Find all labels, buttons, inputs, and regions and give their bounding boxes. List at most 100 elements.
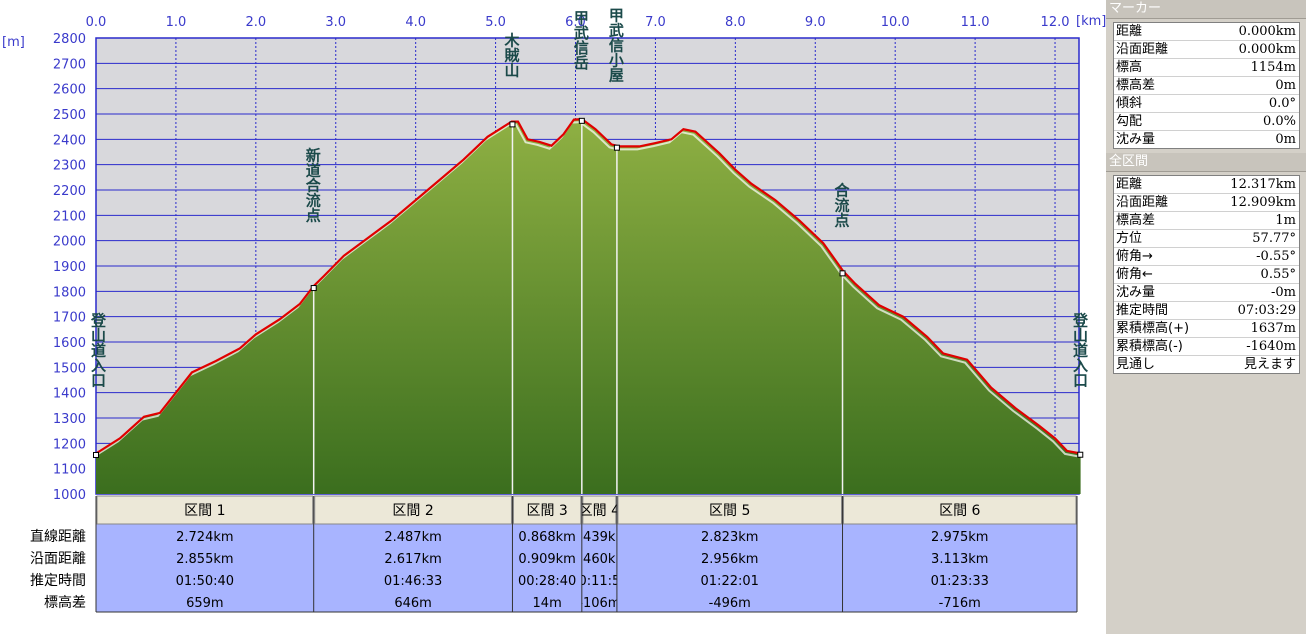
segment-value: -716m (939, 596, 981, 611)
info-value: 0.000km (1238, 24, 1296, 39)
segment-value: 659m (186, 596, 223, 611)
segment-value: 3.113km (931, 552, 988, 567)
info-value: -1640m (1246, 339, 1296, 354)
y-unit-label: [m] (2, 35, 25, 50)
info-panel: マーカー 距離 0.000km 沿面距離 0.000km 標高 1154m 標高差 0m 傾斜 0… (1106, 0, 1306, 634)
segment-content: 区間 2 2.487km 2.617km 01:46:33 646m (384, 503, 442, 611)
segment-content: 区間 3 0.868km 0.909km 00:28:40 14m (518, 503, 576, 611)
info-label: 沿面距離 (1116, 42, 1169, 57)
segment-column: 区間 4 0.439km 0.460km 00:11:52 -106m (570, 495, 628, 612)
info-row: 沿面距離 0.000km (1114, 41, 1299, 59)
y-tick-label: 2000 (53, 235, 86, 250)
waypoint-marker (613, 144, 620, 151)
info-row: 方位 57.77° (1114, 230, 1299, 248)
segment-header (96, 495, 314, 525)
x-tick-label: 2.0 (245, 15, 266, 30)
elevation-profile-chart: 0.0 1.0 2.0 3.0 4.0 5.0 6.0 7.0 8.0 9.0 10.0 11.0 12… (2, 8, 1106, 613)
info-row: 累積標高(+) 1637m (1114, 320, 1299, 338)
info-value: 1154m (1250, 60, 1296, 75)
segment-content: 区間 5 2.823km 2.956km 01:22:01 -496m (701, 503, 759, 611)
info-row: 推定時間 07:03:29 (1114, 302, 1299, 320)
x-tick-label: 9.0 (805, 15, 826, 30)
segment-value: 646m (394, 596, 431, 611)
info-value: 57.77° (1252, 231, 1296, 246)
table-body-bg (96, 524, 1077, 612)
info-label: 俯角→ (1116, 249, 1153, 264)
segment-value: 0.439km (571, 530, 628, 545)
segment-value: 14m (533, 596, 562, 611)
waypoint-lines (312, 120, 844, 494)
segment-value: 0.460km (571, 552, 628, 567)
waypoint-marker (578, 117, 585, 124)
x-tick-label: 11.0 (961, 15, 990, 30)
segment-column: 区間 6 2.975km 3.113km 01:23:33 -716m (842, 495, 1077, 612)
waypoint-label: 登山道入口 (1071, 312, 1089, 388)
info-row: 勾配 0.0% (1114, 113, 1299, 131)
x-tick-label: 12.0 (1041, 15, 1070, 30)
info-value: 12.909km (1230, 195, 1296, 210)
marker-info-list: 距離 0.000km 沿面距離 0.000km 標高 1154m 標高差 0m 傾斜 0.0° 勾配… (1113, 22, 1300, 149)
segment-value: 2.855km (176, 552, 233, 567)
info-label: 沈み量 (1116, 285, 1156, 300)
total-panel-title: 全区間 (1106, 153, 1306, 172)
segment-value: 2.975km (931, 530, 988, 545)
info-label: 俯角← (1116, 267, 1153, 282)
y-tick-label: 1200 (53, 437, 86, 452)
y-tick-label: 2500 (53, 108, 86, 123)
segment-value: -496m (709, 596, 751, 611)
info-value: -0.55° (1256, 249, 1296, 264)
info-value: 0.0° (1268, 96, 1296, 111)
y-tick-label: 1900 (53, 260, 86, 275)
segment-value: 01:50:40 (176, 574, 234, 589)
x-tick-label: 3.0 (325, 15, 346, 30)
segment-content: 区間 4 0.439km 0.460km 00:11:52 -106m (570, 503, 628, 611)
segment-header (512, 495, 582, 525)
info-row: 標高差 0m (1114, 77, 1299, 95)
segment-value: 2.823km (701, 530, 758, 545)
segment-column: 区間 3 0.868km 0.909km 00:28:40 14m (511, 495, 582, 612)
terrain-area (96, 119, 1081, 494)
info-label: 傾斜 (1116, 96, 1143, 111)
info-row: 沈み量 -0m (1114, 284, 1299, 302)
waypoint-label: 合流点 (833, 182, 851, 229)
total-info-list: 距離 12.317km 沿面距離 12.909km 標高差 1m 方位 57.77° 俯角→ -0… (1113, 175, 1300, 374)
info-row: 距離 12.317km (1114, 176, 1299, 194)
segment-header (314, 495, 512, 525)
y-tick-label: 1400 (53, 387, 86, 402)
waypoint-label: 登山道入口 (89, 312, 107, 388)
info-label: 距離 (1116, 177, 1143, 192)
waypoint-label: 木賊山 (502, 32, 520, 79)
segment-value: 00:11:52 (570, 574, 628, 589)
row-label: 直線距離 (30, 528, 86, 545)
segment-header (617, 495, 843, 525)
info-row: 累積標高(-) -1640m (1114, 338, 1299, 356)
segment-value: -106m (578, 596, 620, 611)
profile-shadow (93, 121, 1079, 458)
info-value: 07:03:29 (1237, 303, 1296, 318)
y-tick-label: 1700 (53, 311, 86, 326)
info-label: 勾配 (1116, 114, 1143, 129)
y-tick-label: 2600 (53, 83, 86, 98)
info-value: -0m (1271, 285, 1296, 300)
segment-name: 区間 6 (939, 503, 980, 519)
info-row: 見通し 見えます (1114, 356, 1299, 373)
waypoint-label: 甲武信岳 (572, 10, 590, 71)
waypoint-label: 新道合流点 (304, 147, 322, 224)
y-tick-label: 1500 (53, 361, 86, 376)
info-label: 推定時間 (1116, 303, 1169, 318)
y-tick-label: 2400 (53, 133, 86, 148)
waypoint-label: 甲武信小屋 (607, 8, 625, 84)
segment-header (843, 495, 1077, 525)
segment-content: 区間 6 2.975km 3.113km 01:23:33 -716m (931, 503, 989, 611)
x-tick-label: 10.0 (881, 15, 910, 30)
row-label: 標高差 (44, 594, 86, 611)
segment-column: 区間 2 2.487km 2.617km 01:46:33 646m (313, 495, 512, 612)
y-tick-label: 2300 (53, 159, 86, 174)
segment-name: 区間 1 (184, 503, 225, 519)
info-label: 累積標高(-) (1116, 339, 1183, 354)
info-row: 距離 0.000km (1114, 23, 1299, 41)
segment-value: 01:22:01 (701, 574, 759, 589)
segment-content: 区間 1 2.724km 2.855km 01:50:40 659m (176, 503, 234, 611)
